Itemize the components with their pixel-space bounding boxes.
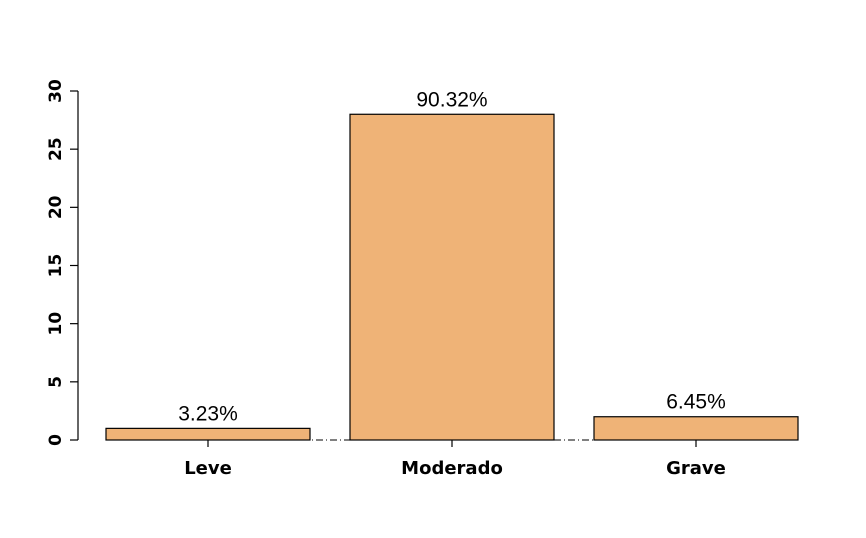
x-tick-label: Moderado: [401, 458, 503, 479]
bar-moderado: [349, 113, 555, 441]
data-label: 90.32%: [416, 88, 487, 111]
data-label: 6.45%: [666, 391, 726, 414]
y-tick-label: 10: [46, 312, 66, 336]
y-tick-label: 30: [46, 79, 66, 103]
bar-leve: [105, 427, 311, 441]
y-tick-label: 25: [46, 137, 66, 161]
y-tick-label: 20: [46, 195, 66, 219]
data-label: 3.23%: [178, 402, 238, 425]
x-axis-labels: Leve Moderado Grave: [184, 440, 726, 479]
y-tick-label: 5: [46, 376, 66, 388]
y-tick-label: 15: [46, 254, 66, 278]
x-tick-label: Grave: [666, 458, 726, 479]
y-tick-label: 0: [46, 434, 66, 446]
bar-grave: [593, 416, 799, 441]
bars-group: 3.23% 90.32% 6.45%: [105, 88, 799, 441]
x-tick-label: Leve: [184, 458, 232, 479]
y-axis: 0 5 10 15 20 25 30: [46, 79, 79, 446]
